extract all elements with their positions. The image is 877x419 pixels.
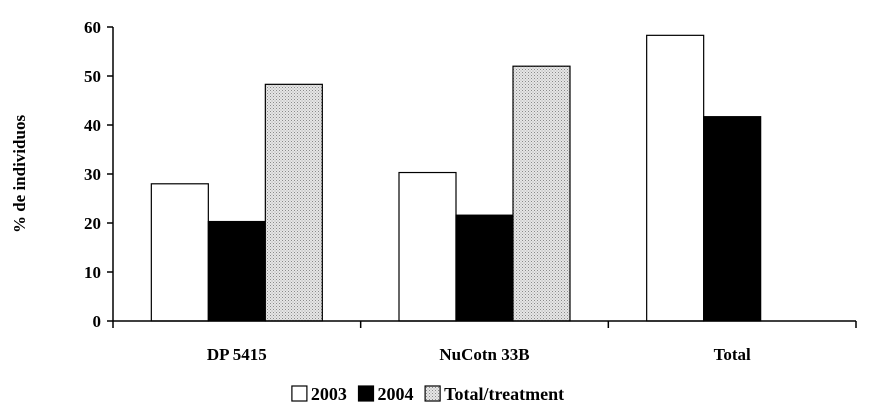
- bar-2003-total: [646, 34, 705, 322]
- y-tick-label: 30: [84, 165, 101, 184]
- x-category-label: DP 5415: [207, 345, 267, 364]
- y-tick-label: 50: [84, 67, 101, 86]
- bar-2004-dp-5415: [207, 220, 266, 322]
- y-axis-label: % de individuos: [10, 115, 29, 233]
- y-tick-label: 60: [84, 18, 101, 37]
- legend-swatch: [357, 385, 375, 402]
- bar-total-treatment-dp-5415: [264, 83, 323, 322]
- legend-label: 2003: [311, 384, 347, 404]
- y-ticks-group: 0 10 20 30 40 50 60: [84, 18, 113, 331]
- x-category-labels: DP 5415 NuCotn 33B Total: [112, 321, 857, 364]
- legend: 2003 2004 Total/treatment: [291, 384, 564, 404]
- x-category-label: Total: [714, 345, 751, 364]
- y-tick-label: 20: [84, 214, 101, 233]
- bar-total-treatment-nucotn-33b: [512, 65, 571, 322]
- bar-2003-dp-5415: [150, 183, 209, 322]
- legend-label: 2004: [378, 384, 414, 404]
- y-tick-label: 0: [93, 312, 102, 331]
- bar-2004-total: [703, 116, 762, 322]
- bar-2004-nucotn-33b: [455, 214, 514, 322]
- legend-swatch: [424, 385, 441, 402]
- x-category-label: NuCotn 33B: [439, 345, 529, 364]
- y-tick-label: 10: [84, 263, 101, 282]
- bars-group: [150, 34, 762, 322]
- legend-label: Total/treatment: [444, 384, 564, 404]
- legend-swatch: [291, 385, 308, 402]
- bar-2003-nucotn-33b: [398, 171, 457, 322]
- y-tick-label: 40: [84, 116, 101, 135]
